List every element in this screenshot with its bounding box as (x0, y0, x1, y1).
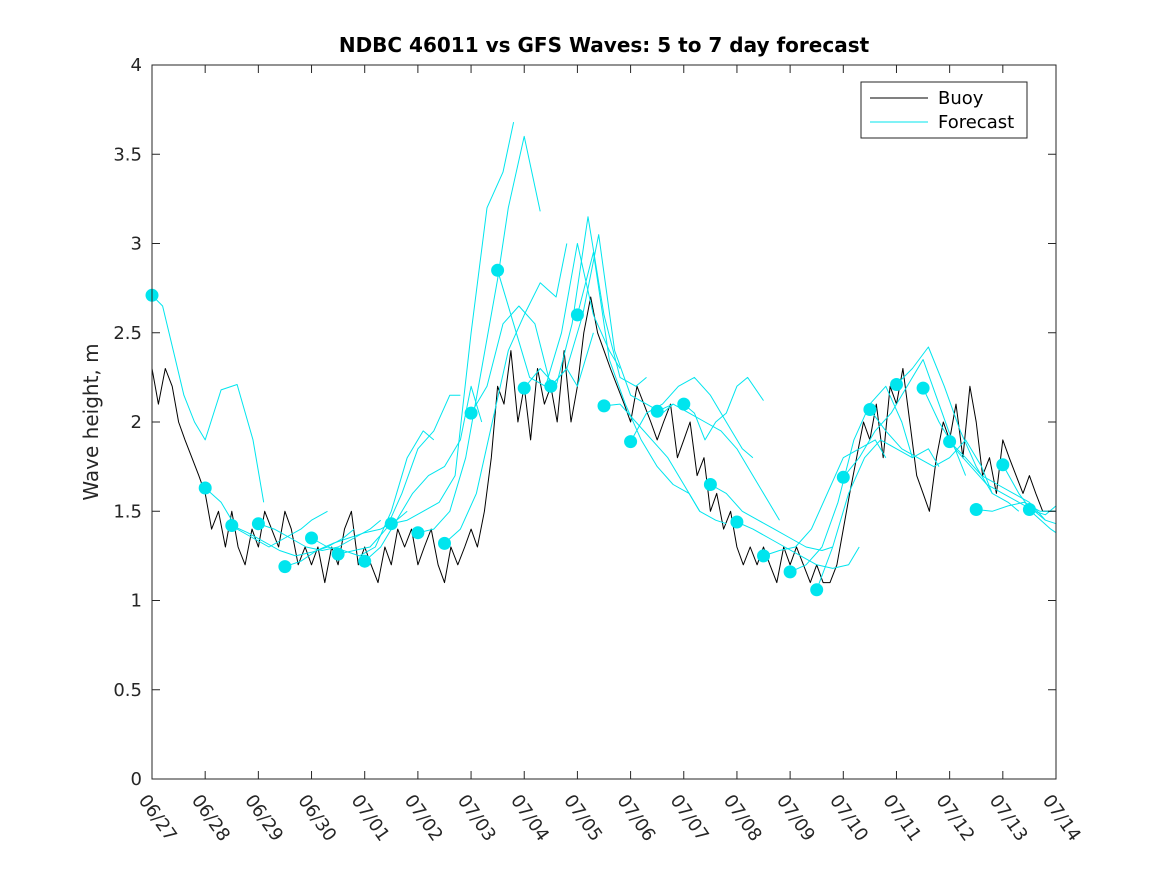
forecast-start-marker (544, 379, 558, 393)
forecast-start-marker (464, 406, 478, 420)
forecast-start-marker (278, 560, 292, 574)
series-buoy-line (151, 296, 1056, 584)
forecast-start-marker (783, 565, 797, 579)
forecast-start-marker (916, 381, 930, 395)
series-forecast-line (470, 305, 594, 414)
series-forecast-line (763, 439, 887, 557)
series-forecast-line (444, 243, 568, 544)
forecast-start-marker (225, 519, 239, 532)
y-tick-label: 0.5 (113, 680, 142, 701)
forecast-start-marker (810, 583, 824, 597)
y-tick-label: 3.5 (113, 144, 142, 165)
legend-label-buoy: Buoy (938, 88, 984, 109)
chart-title: NDBC 46011 vs GFS Waves: 5 to 7 day fore… (339, 33, 870, 57)
forecast-start-marker (677, 397, 691, 411)
series-forecast-line (311, 430, 435, 557)
forecast-start-marker (570, 308, 584, 322)
series-forecast-line (710, 484, 833, 551)
y-tick-label: 2.5 (113, 323, 142, 344)
forecast-start-marker (1022, 503, 1036, 516)
series-forecast-line (576, 251, 701, 512)
series-forecast-line (736, 521, 860, 569)
series-forecast-line (789, 385, 913, 573)
plot-area (152, 65, 1056, 779)
forecast-start-marker (597, 399, 611, 413)
legend: Buoy Forecast (860, 81, 1028, 139)
forecast-start-marker (757, 549, 770, 563)
forecast-start-marker (198, 481, 212, 495)
forecast-start-marker (996, 458, 1010, 472)
forecast-start-marker (358, 554, 372, 568)
series-forecast-line (869, 409, 993, 494)
forecast-start-marker (517, 381, 531, 395)
series-forecast-line (603, 403, 727, 525)
series-forecast-line (683, 376, 764, 441)
forecast-start-marker (438, 536, 451, 550)
series-forecast-line (258, 519, 382, 551)
series-forecast-line (497, 243, 621, 387)
y-axis: 0 0.5 1 1.5 2 2.5 3 3.5 4 (113, 55, 1056, 790)
marker-layer (145, 263, 1036, 597)
forecast-start-marker (650, 404, 664, 418)
forecast-start-marker (890, 378, 903, 391)
legend-label-forecast: Forecast (938, 112, 1014, 133)
legend-box (860, 81, 1028, 139)
series-layer (151, 121, 1057, 590)
series-forecast-line (949, 441, 1057, 525)
series-forecast-line (976, 501, 1056, 512)
y-tick-label: 1 (131, 591, 142, 612)
forecast-start-marker (384, 517, 398, 531)
forecast-start-marker (863, 403, 877, 416)
series-forecast-line (337, 394, 461, 555)
series-forecast-line (842, 359, 967, 478)
y-tick-label: 0 (131, 769, 142, 790)
series-forecast-line (896, 346, 1020, 512)
forecast-start-marker (331, 547, 345, 561)
series-forecast-line (816, 439, 940, 590)
forecast-start-marker (730, 515, 744, 529)
y-tick-label: 3 (131, 234, 142, 255)
series-forecast-line (231, 525, 355, 557)
forecast-start-marker (969, 503, 983, 516)
y-tick-label: 2 (131, 412, 142, 433)
forecast-start-marker (836, 470, 850, 484)
series-forecast-line (417, 135, 541, 534)
forecast-start-marker (703, 478, 717, 491)
series-forecast-line (391, 121, 515, 525)
series-forecast-line (151, 294, 265, 503)
forecast-start-marker (305, 531, 318, 545)
y-axis-label: Wave height, m (79, 343, 103, 500)
series-forecast-line (364, 385, 483, 562)
y-tick-label: 1.5 (113, 501, 142, 522)
forecast-start-marker (491, 263, 505, 277)
series-forecast-line (204, 487, 328, 548)
y-tick-label: 4 (131, 55, 142, 76)
forecast-start-marker (411, 526, 425, 540)
forecast-start-marker (943, 435, 957, 449)
series-forecast-line (523, 216, 647, 389)
forecast-start-marker (624, 435, 638, 449)
series-forecast-line (1002, 464, 1057, 534)
forecast-start-marker (251, 517, 265, 531)
